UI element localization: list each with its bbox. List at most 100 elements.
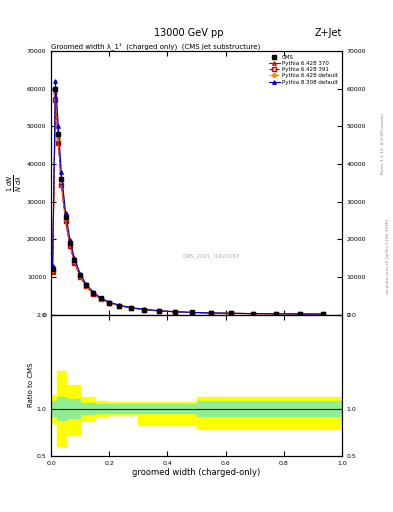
Pythia 6.428 391 xyxy=(173,309,177,315)
Pythia 6.428 391 xyxy=(209,310,213,316)
Pythia 6.428 default xyxy=(91,290,95,296)
Pythia 8.308 default xyxy=(56,123,61,130)
CMS xyxy=(142,306,147,312)
Pythia 8.308 default xyxy=(251,310,255,316)
Pythia 8.308 default xyxy=(156,308,161,314)
CMS xyxy=(50,266,55,272)
Pythia 6.428 default xyxy=(321,311,325,317)
Pythia 6.428 default xyxy=(142,307,147,313)
Pythia 6.428 391 xyxy=(251,311,255,317)
Pythia 6.428 370 xyxy=(190,309,195,315)
Y-axis label: Ratio to CMS: Ratio to CMS xyxy=(28,363,33,408)
Pythia 6.428 391 xyxy=(56,140,61,146)
Pythia 8.308 default xyxy=(84,281,88,287)
Pythia 6.428 370 xyxy=(91,290,95,296)
Pythia 6.428 370 xyxy=(229,310,234,316)
Pythia 6.428 391 xyxy=(68,243,72,249)
Text: mcplots.cern.ch [arXiv:1306.3436]: mcplots.cern.ch [arXiv:1306.3436] xyxy=(386,219,390,293)
Pythia 6.428 370 xyxy=(173,309,177,315)
Pythia 6.428 default xyxy=(98,295,103,302)
CMS xyxy=(98,295,103,302)
Pythia 6.428 391 xyxy=(98,296,103,302)
Pythia 6.428 default xyxy=(68,241,72,247)
CMS xyxy=(84,282,88,288)
Text: 13000 GeV pp: 13000 GeV pp xyxy=(154,28,223,38)
Pythia 6.428 370 xyxy=(321,311,325,317)
Pythia 8.308 default xyxy=(63,210,68,216)
Pythia 8.308 default xyxy=(53,78,58,84)
Pythia 8.308 default xyxy=(274,311,279,317)
Pythia 8.308 default xyxy=(229,310,234,316)
Pythia 6.428 370 xyxy=(274,311,279,317)
Pythia 6.428 default xyxy=(72,258,77,264)
Line: Pythia 6.428 391: Pythia 6.428 391 xyxy=(51,98,325,316)
Pythia 6.428 370 xyxy=(117,303,122,309)
Pythia 6.428 370 xyxy=(59,180,64,186)
Pythia 6.428 370 xyxy=(156,308,161,314)
Pythia 6.428 default xyxy=(56,135,61,141)
Pythia 6.428 391 xyxy=(84,283,88,289)
Pythia 6.428 default xyxy=(84,283,88,289)
Pythia 6.428 370 xyxy=(78,273,83,279)
Pythia 6.428 391 xyxy=(321,311,325,317)
Pythia 6.428 391 xyxy=(50,269,55,275)
CMS xyxy=(68,240,72,246)
Pythia 6.428 370 xyxy=(251,311,255,317)
Pythia 6.428 370 xyxy=(107,300,112,306)
Pythia 8.308 default xyxy=(50,263,55,269)
Pythia 6.428 391 xyxy=(78,273,83,280)
CMS xyxy=(209,310,213,316)
Pythia 8.308 default xyxy=(117,302,122,308)
Text: Z+Jet: Z+Jet xyxy=(314,28,342,38)
Pythia 6.428 default xyxy=(229,310,234,316)
Pythia 6.428 370 xyxy=(98,296,103,302)
Pythia 6.428 default xyxy=(78,272,83,279)
Text: Rivet 3.1.10, ≥ 2.6M events: Rivet 3.1.10, ≥ 2.6M events xyxy=(381,113,385,174)
Pythia 6.428 391 xyxy=(229,310,234,316)
Pythia 6.428 391 xyxy=(53,97,58,103)
Pythia 8.308 default xyxy=(321,311,325,317)
Pythia 8.308 default xyxy=(68,237,72,243)
Pythia 6.428 370 xyxy=(142,307,147,313)
CMS xyxy=(72,257,77,263)
CMS xyxy=(78,272,83,278)
Text: Groomed width λ_1¹  (charged only)  (CMS jet substructure): Groomed width λ_1¹ (charged only) (CMS j… xyxy=(51,42,260,50)
Pythia 6.428 370 xyxy=(63,218,68,224)
Pythia 6.428 default xyxy=(298,311,302,317)
Pythia 6.428 370 xyxy=(56,138,61,144)
CMS xyxy=(156,308,161,314)
Pythia 6.428 default xyxy=(63,216,68,222)
Pythia 8.308 default xyxy=(298,311,302,317)
Pythia 6.428 391 xyxy=(117,303,122,309)
Pythia 6.428 default xyxy=(53,90,58,96)
CMS xyxy=(53,86,58,92)
Pythia 6.428 default xyxy=(156,308,161,314)
Pythia 8.308 default xyxy=(142,306,147,312)
CMS xyxy=(229,310,234,316)
Pythia 8.308 default xyxy=(173,309,177,315)
CMS xyxy=(56,131,61,137)
Pythia 6.428 default xyxy=(59,178,64,184)
Line: Pythia 6.428 default: Pythia 6.428 default xyxy=(51,91,325,316)
Pythia 6.428 391 xyxy=(129,305,134,311)
Pythia 6.428 default xyxy=(173,309,177,315)
Text: CMS_2021_I1920187: CMS_2021_I1920187 xyxy=(182,254,240,260)
Pythia 6.428 370 xyxy=(209,310,213,316)
Pythia 6.428 391 xyxy=(72,260,77,266)
Pythia 8.308 default xyxy=(190,309,195,315)
Pythia 6.428 default xyxy=(251,311,255,317)
CMS xyxy=(298,311,302,317)
CMS xyxy=(117,303,122,309)
CMS xyxy=(59,176,64,182)
Pythia 8.308 default xyxy=(209,310,213,316)
Pythia 6.428 391 xyxy=(274,311,279,317)
Pythia 8.308 default xyxy=(78,270,83,276)
CMS xyxy=(190,309,195,315)
CMS xyxy=(173,309,177,315)
X-axis label: groomed width (charged-only): groomed width (charged-only) xyxy=(132,468,261,477)
Pythia 8.308 default xyxy=(59,168,64,175)
CMS xyxy=(274,311,279,317)
Pythia 8.308 default xyxy=(72,255,77,261)
Y-axis label: $\frac{1}{N}\frac{dN}{d\lambda}$: $\frac{1}{N}\frac{dN}{d\lambda}$ xyxy=(6,174,24,192)
Pythia 6.428 391 xyxy=(91,291,95,297)
